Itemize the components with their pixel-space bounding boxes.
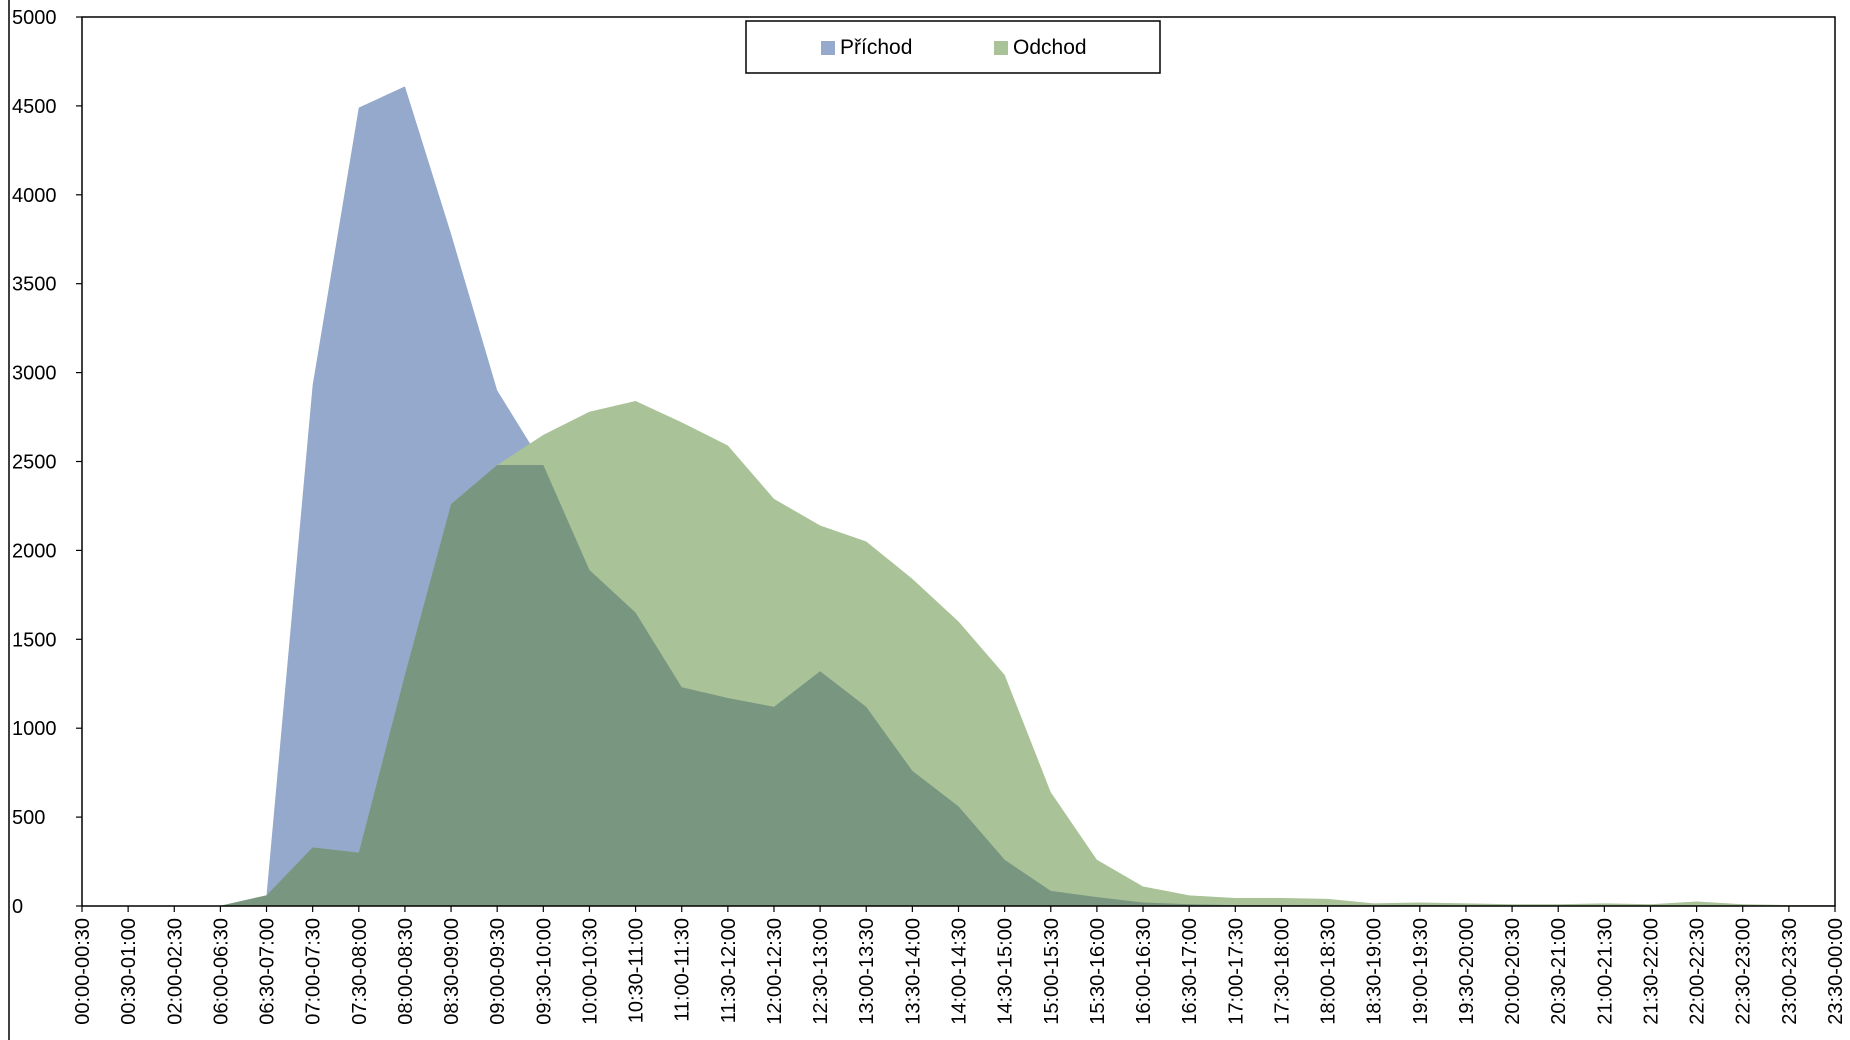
legend-label-prichod: Příchod — [840, 36, 912, 59]
legend: Příchod Odchod — [745, 20, 1161, 74]
x-tick-label: 13:30-14:00 — [902, 918, 924, 1025]
x-tick-label: 11:30-12:00 — [718, 918, 740, 1023]
x-tick-label: 08:00-08:30 — [395, 918, 417, 1025]
x-tick-label: 12:30-13:00 — [810, 918, 832, 1025]
y-tick-label: 5000 — [12, 7, 57, 29]
x-tick-label: 15:00-15:30 — [1041, 918, 1063, 1025]
x-tick-label: 06:30-07:00 — [257, 918, 279, 1025]
x-tick-label: 07:30-08:00 — [349, 918, 371, 1025]
x-tick-label: 19:30-20:00 — [1456, 918, 1478, 1025]
legend-frame — [745, 20, 1161, 74]
y-tick-label: 2000 — [12, 540, 57, 562]
x-tick-label: 12:00-12:30 — [764, 918, 786, 1025]
x-tick-label: 00:00-00:30 — [72, 918, 94, 1025]
x-tick-label: 13:00-13:30 — [856, 918, 878, 1025]
x-tick-label: 14:30-15:00 — [995, 918, 1017, 1025]
legend-swatch-prichod — [821, 41, 835, 55]
x-tick-label: 02:00-02:30 — [164, 918, 186, 1025]
y-tick-label: 0 — [12, 896, 23, 918]
x-tick-label: 00:30-01:00 — [118, 918, 140, 1025]
x-axis: 00:00-00:30 00:30-01:00 02:00-02:30 06:00-0… — [72, 906, 1847, 1025]
x-tick-label: 06:00-06:30 — [210, 918, 232, 1025]
x-tick-label: 21:30-22:00 — [1640, 918, 1662, 1025]
x-tick-label: 23:00-23:30 — [1779, 918, 1801, 1025]
x-tick-label: 18:00-18:30 — [1318, 918, 1340, 1025]
y-tick-label: 1500 — [12, 629, 57, 651]
x-tick-label: 14:00-14:30 — [949, 918, 971, 1025]
x-tick-label: 09:30-10:00 — [533, 918, 555, 1025]
y-axis: 0 500 1000 1500 2000 2500 3000 3500 4000 4500 5000 — [12, 7, 82, 918]
x-tick-label: 21:00-21:30 — [1594, 918, 1616, 1025]
y-tick-label: 1000 — [12, 718, 57, 740]
x-tick-label: 11:00-11:30 — [672, 918, 694, 1022]
x-tick-label: 19:00-19:30 — [1410, 918, 1432, 1025]
x-tick-label: 09:00-09:30 — [487, 918, 509, 1025]
y-tick-label: 3000 — [12, 363, 57, 385]
x-tick-label: 10:30-11:00 — [626, 918, 648, 1023]
y-tick-label: 2500 — [12, 452, 57, 474]
x-tick-label: 23:30-00:00 — [1825, 918, 1847, 1025]
x-tick-label: 10:00-10:30 — [579, 918, 601, 1025]
legend-swatch-odchod — [994, 41, 1008, 55]
x-tick-label: 07:00-07:30 — [303, 918, 325, 1025]
y-tick-label: 4000 — [12, 185, 57, 207]
x-tick-label: 17:30-18:00 — [1271, 918, 1293, 1025]
x-tick-label: 17:00-17:30 — [1225, 918, 1247, 1025]
x-tick-label: 16:30-17:00 — [1179, 918, 1201, 1025]
series-area-overlap — [82, 465, 1835, 906]
x-tick-label: 15:30-16:00 — [1087, 918, 1109, 1025]
x-tick-label: 22:00-22:30 — [1687, 918, 1709, 1025]
y-tick-label: 500 — [12, 807, 45, 829]
x-tick-label: 08:30-09:00 — [441, 918, 463, 1025]
x-tick-label: 18:30-19:00 — [1364, 918, 1386, 1025]
y-tick-label: 3500 — [12, 274, 57, 296]
x-tick-label: 16:00-16:30 — [1133, 918, 1155, 1025]
series-layer — [82, 86, 1835, 906]
y-tick-label: 4500 — [12, 96, 57, 118]
legend-label-odchod: Odchod — [1013, 36, 1087, 59]
x-tick-label: 22:30-23:00 — [1733, 918, 1755, 1025]
x-tick-label: 20:00-20:30 — [1502, 918, 1524, 1025]
x-tick-label: 20:30-21:00 — [1548, 918, 1570, 1025]
